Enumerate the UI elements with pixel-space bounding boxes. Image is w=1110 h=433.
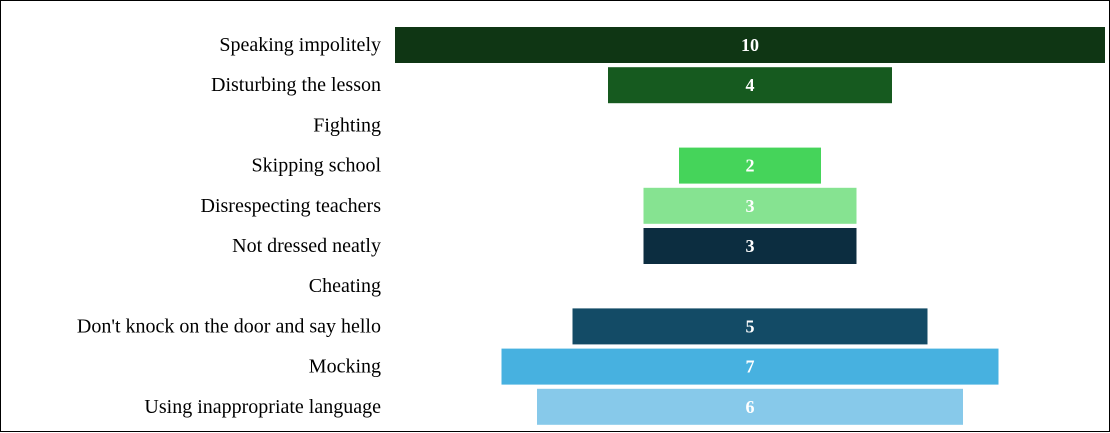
bar-value-label: 4 xyxy=(746,75,755,95)
bar xyxy=(395,27,1105,63)
bar-value-label: 2 xyxy=(746,156,755,176)
category-label: Speaking impolitely xyxy=(219,34,381,56)
category-label: Not dressed neatly xyxy=(232,235,381,257)
bar xyxy=(501,348,999,385)
bar xyxy=(643,228,857,264)
category-label: Skipping school xyxy=(252,155,382,177)
bar-value-label: 10 xyxy=(741,35,759,55)
category-label: Disturbing the lesson xyxy=(211,74,381,96)
category-label: Cheating xyxy=(309,275,381,297)
category-label: Fighting xyxy=(313,114,381,136)
bar xyxy=(572,308,928,345)
category-label: Don't knock on the door and say hello xyxy=(77,315,381,337)
bar-value-label: 7 xyxy=(746,357,755,377)
category-label: Using inappropriate language xyxy=(144,396,381,418)
bar xyxy=(679,147,821,184)
bar xyxy=(643,187,857,224)
bar-value-label: 5 xyxy=(746,316,755,336)
bar xyxy=(608,67,892,104)
bars xyxy=(395,27,1105,425)
value-labels: 10 4 2 3 3 5 7 6 xyxy=(741,35,759,417)
bar xyxy=(537,388,963,425)
bar-value-label: 3 xyxy=(746,196,755,216)
bar-value-label: 3 xyxy=(746,236,755,256)
category-label: Mocking xyxy=(309,356,381,378)
category-labels: Speaking impolitely Disturbing the lesson… xyxy=(77,34,382,418)
bar-value-label: 6 xyxy=(746,397,755,417)
category-label: Disrespecting teachers xyxy=(201,195,382,217)
